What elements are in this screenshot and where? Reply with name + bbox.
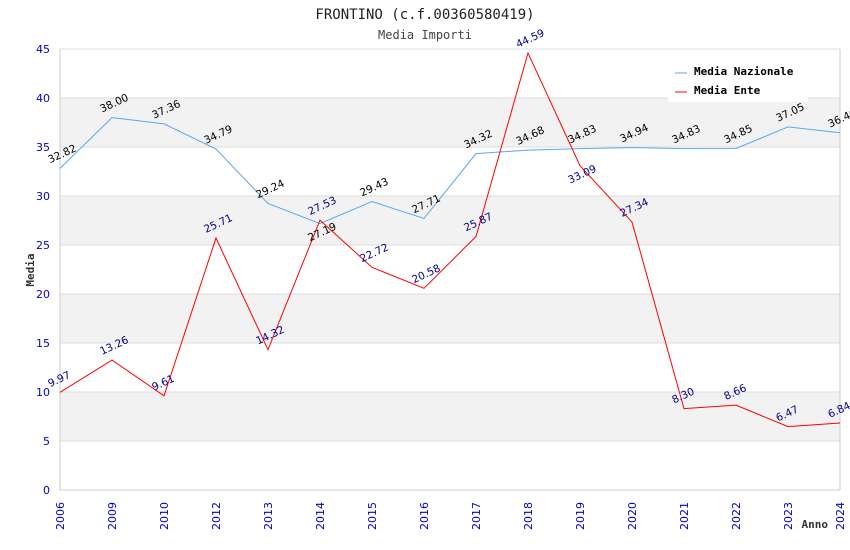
y-tick-label: 20: [36, 288, 50, 301]
legend: Media Nazionale Media Ente: [668, 58, 808, 102]
x-tick-label: 2024: [834, 502, 847, 530]
legend-ente: Media Ente: [694, 84, 761, 97]
y-tick-label: 5: [43, 435, 50, 448]
y-tick-label: 0: [43, 484, 50, 497]
series-line-nazionale: [59, 117, 841, 225]
x-tick-label: 2012: [210, 502, 223, 530]
x-tick-label: 2015: [366, 502, 379, 530]
x-tick-label: 2021: [678, 502, 691, 530]
y-tick-label: 25: [36, 239, 50, 252]
x-tick-label: 2018: [522, 502, 535, 530]
y-tick-label: 40: [36, 92, 50, 105]
x-tick-label: 2006: [54, 502, 67, 530]
data-label: 20.58: [410, 262, 442, 286]
grid-band: [60, 98, 840, 147]
x-tick-label: 2014: [314, 502, 327, 530]
data-label: 9.61: [150, 373, 176, 394]
x-tick-label: 2023: [782, 502, 795, 530]
x-tick-label: 2013: [262, 502, 275, 530]
y-tick-label: 10: [36, 386, 50, 399]
y-axis-label: Media: [24, 253, 37, 286]
legend-nazionale: Media Nazionale: [694, 65, 794, 78]
x-axis-label: Anno: [802, 518, 829, 531]
x-tick-label: 2022: [730, 502, 743, 530]
grid-band: [60, 392, 840, 441]
y-tick-label: 30: [36, 190, 50, 203]
y-tick-label: 45: [36, 43, 50, 56]
x-tick-label: 2019: [574, 502, 587, 530]
x-tick-label: 2020: [626, 502, 639, 530]
y-tick-label: 35: [36, 141, 50, 154]
y-tick-label: 15: [36, 337, 50, 350]
grid-band: [60, 294, 840, 343]
chart-title: FRONTINO (c.f.00360580419): [315, 7, 534, 23]
x-tick-label: 2016: [418, 502, 431, 530]
x-tick-label: 2017: [470, 502, 483, 530]
x-tick-label: 2010: [158, 502, 171, 530]
grid-band: [60, 196, 840, 245]
data-label: 44.59: [514, 27, 546, 51]
chart-subtitle: Media Importi: [378, 28, 472, 42]
data-label: 33.09: [566, 163, 598, 187]
series-line-ente: [59, 51, 841, 428]
x-tick-label: 2009: [106, 502, 119, 530]
